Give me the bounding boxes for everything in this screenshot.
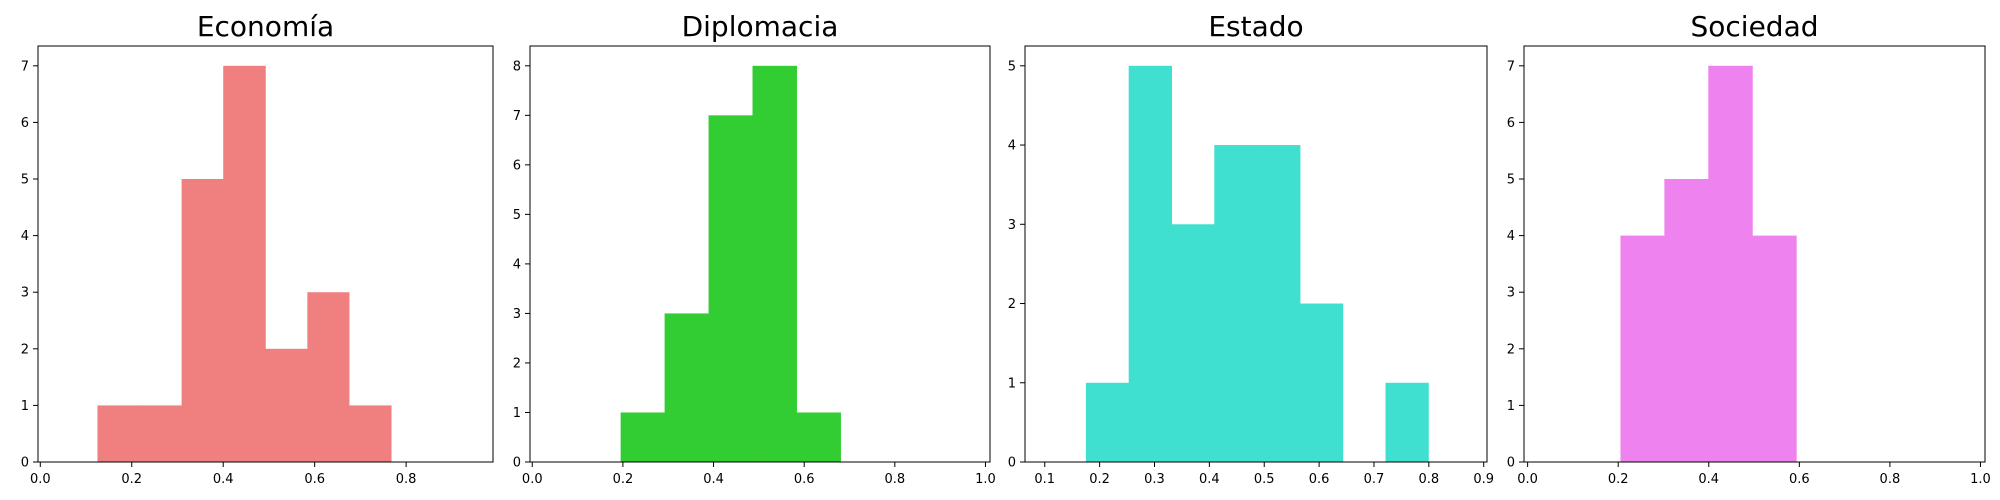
y-tick-label: 5 bbox=[513, 208, 521, 223]
x-tick-label: 0.4 bbox=[703, 472, 724, 487]
y-tick-label: 5 bbox=[21, 173, 29, 188]
histogram-bar bbox=[1171, 224, 1215, 462]
x-tick-label: 0.9 bbox=[1473, 472, 1494, 487]
histogram-panel-1: 0.0 0.2 0.4 0.6 0.8 0 1 2 3 4 5 6 7 Economía bbox=[21, 10, 494, 487]
x-tick-label: 0.6 bbox=[304, 472, 325, 487]
histogram-bar bbox=[708, 115, 754, 462]
y-tick-label: 3 bbox=[1008, 218, 1016, 233]
chart-title: Sociedad bbox=[1690, 10, 1818, 43]
x-tick-label: 0.7 bbox=[1364, 472, 1385, 487]
y-tick-label: 6 bbox=[513, 158, 521, 173]
x-tick-label: 0.2 bbox=[613, 472, 634, 487]
x-tick-label: 0.6 bbox=[794, 472, 815, 487]
x-tick-label: 0.0 bbox=[30, 472, 51, 487]
x-tick-label: 0.8 bbox=[396, 472, 417, 487]
histogram-bar bbox=[1664, 179, 1709, 462]
y-tick-label: 3 bbox=[1507, 286, 1515, 301]
y-tick-label: 4 bbox=[21, 229, 29, 244]
y-tick-label: 2 bbox=[1507, 342, 1515, 357]
y-tick-label: 6 bbox=[1507, 116, 1515, 131]
histogram-bar bbox=[796, 412, 841, 462]
y-tick-label: 6 bbox=[21, 116, 29, 131]
histogram-panel-3: 0.1 0.2 0.3 0.4 0.5 0.6 0.7 0.8 0.9 0 1 2 3 4 5 Estado bbox=[1008, 10, 1494, 487]
y-tick-label: 1 bbox=[1008, 376, 1016, 391]
plot-frame bbox=[529, 45, 991, 463]
plot-frame bbox=[1024, 45, 1488, 463]
y-tick-label: 0 bbox=[1507, 456, 1515, 471]
y-tick-label: 3 bbox=[21, 286, 29, 301]
x-tick-label: 0.2 bbox=[1089, 472, 1110, 487]
x-tick-label: 0.8 bbox=[1418, 472, 1439, 487]
histogram-bar bbox=[307, 292, 350, 462]
x-tick-label: 1.0 bbox=[1970, 472, 1991, 487]
x-tick-label: 0.3 bbox=[1144, 472, 1165, 487]
y-tick-label: 5 bbox=[1507, 173, 1515, 188]
histogram-bar bbox=[620, 412, 666, 462]
x-tick-label: 0.2 bbox=[1608, 472, 1629, 487]
y-tick-label: 1 bbox=[21, 399, 29, 414]
y-tick-label: 1 bbox=[1507, 399, 1515, 414]
x-tick-label: 0.4 bbox=[1199, 472, 1220, 487]
histogram-bar bbox=[181, 179, 224, 462]
x-tick-label: 0.4 bbox=[1698, 472, 1719, 487]
histogram-panel-2: 0.0 0.2 0.4 0.6 0.8 1.0 0 1 2 3 4 5 6 7 8 Diplomacia bbox=[513, 10, 996, 487]
y-tick-label: 4 bbox=[513, 257, 521, 272]
x-tick-label: 0.1 bbox=[1034, 472, 1055, 487]
y-tick-label: 5 bbox=[1008, 59, 1016, 74]
x-tick-label: 1.0 bbox=[975, 472, 996, 487]
y-tick-label: 7 bbox=[21, 59, 29, 74]
histogram-bar bbox=[1257, 145, 1301, 463]
chart-title: Economía bbox=[197, 10, 334, 43]
x-tick-label: 0.8 bbox=[1880, 472, 1901, 487]
x-tick-label: 0.4 bbox=[213, 472, 234, 487]
histogram-bar bbox=[1620, 235, 1665, 462]
y-tick-label: 2 bbox=[1008, 297, 1016, 312]
y-tick-label: 3 bbox=[513, 307, 521, 322]
y-tick-label: 7 bbox=[513, 109, 521, 124]
histogram-bar bbox=[1214, 145, 1258, 463]
x-tick-label: 0.6 bbox=[1309, 472, 1330, 487]
x-tick-label: 0.0 bbox=[1517, 472, 1538, 487]
histogram-panel-4: 0.0 0.2 0.4 0.6 0.8 1.0 0 1 2 3 4 5 6 7 Sociedad bbox=[1507, 10, 1991, 487]
y-tick-label: 4 bbox=[1008, 139, 1016, 154]
y-tick-label: 2 bbox=[21, 342, 29, 357]
histogram-bar bbox=[1085, 382, 1130, 462]
plot-frame bbox=[1523, 45, 1986, 463]
histogram-bar bbox=[1128, 65, 1173, 463]
histogram-bar bbox=[1708, 65, 1753, 463]
chart-title: Estado bbox=[1208, 10, 1303, 43]
y-tick-label: 0 bbox=[513, 456, 521, 471]
y-tick-label: 7 bbox=[1507, 59, 1515, 74]
x-tick-label: 0.6 bbox=[1789, 472, 1810, 487]
y-tick-label: 1 bbox=[513, 406, 521, 421]
x-tick-label: 0.5 bbox=[1254, 472, 1275, 487]
y-tick-label: 0 bbox=[1008, 456, 1016, 471]
histogram-bar bbox=[223, 65, 266, 463]
y-tick-label: 2 bbox=[513, 356, 521, 371]
x-tick-label: 0.2 bbox=[121, 472, 142, 487]
y-tick-label: 8 bbox=[513, 59, 521, 74]
histogram-bar bbox=[664, 313, 710, 462]
chart-title: Diplomacia bbox=[682, 10, 839, 43]
histogram-bar bbox=[97, 405, 141, 462]
y-tick-label: 0 bbox=[21, 456, 29, 471]
histogram-bar bbox=[1385, 382, 1429, 462]
histogram-bar bbox=[139, 405, 183, 462]
x-tick-label: 0.8 bbox=[884, 472, 905, 487]
histogram-bar bbox=[752, 65, 797, 463]
y-tick-label: 4 bbox=[1507, 229, 1515, 244]
histogram-bar bbox=[1752, 235, 1797, 462]
plot-frame bbox=[37, 45, 494, 463]
histogram-bar bbox=[348, 405, 392, 462]
histogram-bar bbox=[265, 348, 308, 462]
histogram-bar bbox=[1299, 303, 1344, 462]
x-tick-label: 0.0 bbox=[522, 472, 543, 487]
